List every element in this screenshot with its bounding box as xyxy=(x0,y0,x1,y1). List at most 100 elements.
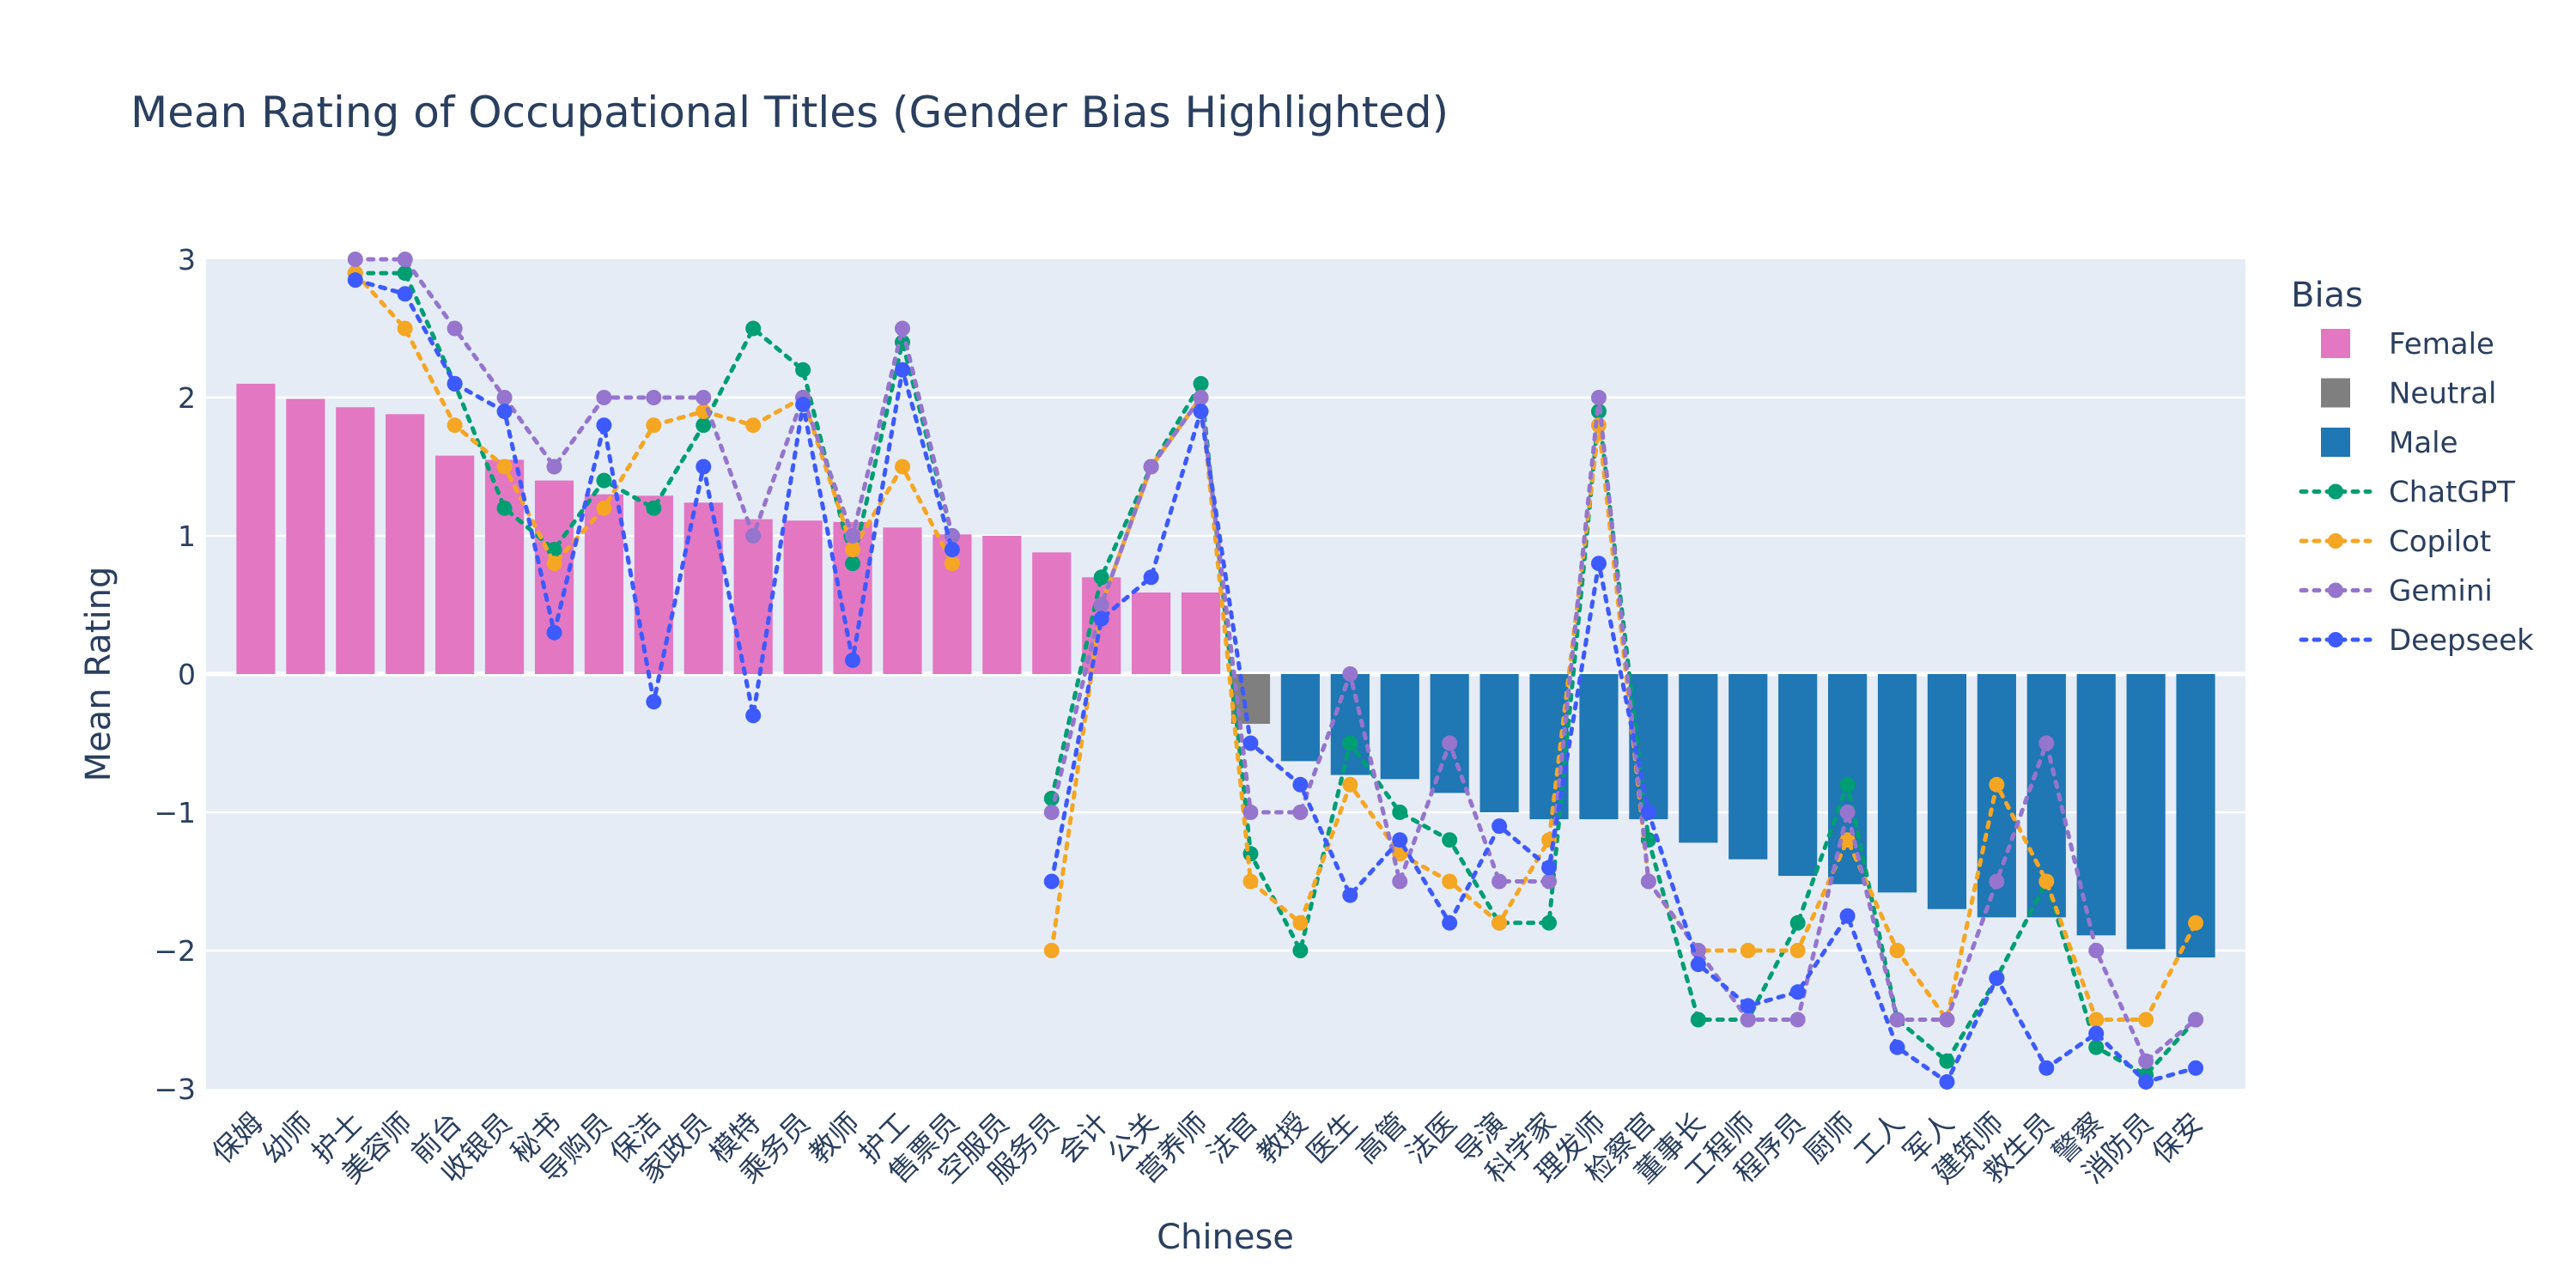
point-copilot-护工[interactable] xyxy=(894,459,910,475)
bar-理发师[interactable] xyxy=(1579,674,1619,820)
point-copilot-程序员[interactable] xyxy=(1789,943,1806,958)
point-deepseek-美容师[interactable] xyxy=(397,286,413,302)
point-deepseek-程序员[interactable] xyxy=(1789,984,1806,1000)
point-deepseek-模特[interactable] xyxy=(745,708,762,724)
point-gemini-程序员[interactable] xyxy=(1789,1012,1806,1028)
bar-法医[interactable] xyxy=(1430,674,1469,793)
point-chatgpt-会计[interactable] xyxy=(1093,569,1109,586)
legend-label-chatgpt[interactable]: ChatGPT xyxy=(2389,476,2515,510)
point-copilot-消防员[interactable] xyxy=(2138,1012,2154,1028)
point-deepseek-工程师[interactable] xyxy=(1740,998,1756,1014)
point-copilot-救生员[interactable] xyxy=(2038,873,2055,890)
point-copilot-美容师[interactable] xyxy=(397,320,413,337)
point-chatgpt-营养师[interactable] xyxy=(1193,375,1209,392)
point-gemini-厨师[interactable] xyxy=(1839,805,1856,820)
bar-美容师[interactable] xyxy=(386,414,425,674)
point-copilot-导购员[interactable] xyxy=(596,500,612,516)
point-copilot-工程师[interactable] xyxy=(1740,943,1756,958)
point-deepseek-建筑师[interactable] xyxy=(1989,970,2005,987)
point-chatgpt-高管[interactable] xyxy=(1392,805,1408,820)
legend-swatch-female[interactable] xyxy=(2321,329,2350,358)
point-gemini-营养师[interactable] xyxy=(1193,390,1209,405)
point-deepseek-前台[interactable] xyxy=(447,375,463,392)
legend-label-deepseek[interactable]: Deepseek xyxy=(2389,623,2534,658)
point-gemini-公关[interactable] xyxy=(1143,459,1159,475)
point-gemini-法医[interactable] xyxy=(1442,735,1458,751)
bar-护士[interactable] xyxy=(336,407,375,674)
point-chatgpt-家政员[interactable] xyxy=(696,417,712,434)
point-deepseek-高管[interactable] xyxy=(1392,832,1408,848)
point-chatgpt-保洁[interactable] xyxy=(646,500,662,516)
point-deepseek-医生[interactable] xyxy=(1342,887,1358,903)
point-deepseek-售票员[interactable] xyxy=(944,542,960,558)
bar-董事长[interactable] xyxy=(1679,674,1718,843)
point-gemini-秘书[interactable] xyxy=(546,459,562,475)
point-deepseek-科学家[interactable] xyxy=(1541,860,1558,876)
bar-收银员[interactable] xyxy=(484,459,525,674)
legend-label-copilot[interactable]: Copilot xyxy=(2389,525,2491,559)
point-copilot-法医[interactable] xyxy=(1442,873,1458,890)
point-deepseek-乘务员[interactable] xyxy=(795,397,811,413)
point-gemini-救生员[interactable] xyxy=(2038,735,2055,751)
point-deepseek-秘书[interactable] xyxy=(546,624,562,641)
bar-保姆[interactable] xyxy=(236,383,276,674)
point-deepseek-会计[interactable] xyxy=(1093,611,1109,627)
point-gemini-导演[interactable] xyxy=(1492,873,1508,890)
point-deepseek-收银员[interactable] xyxy=(496,404,513,420)
point-chatgpt-军人[interactable] xyxy=(1939,1053,1955,1069)
point-gemini-护士[interactable] xyxy=(347,252,363,267)
point-chatgpt-收银员[interactable] xyxy=(496,500,513,516)
point-gemini-工程师[interactable] xyxy=(1740,1012,1756,1028)
point-chatgpt-董事长[interactable] xyxy=(1690,1012,1706,1028)
point-deepseek-教师[interactable] xyxy=(845,652,861,668)
point-chatgpt-医生[interactable] xyxy=(1342,735,1358,751)
point-deepseek-法医[interactable] xyxy=(1442,914,1458,931)
point-copilot-秘书[interactable] xyxy=(546,556,562,572)
point-copilot-厨师[interactable] xyxy=(1839,832,1856,848)
point-deepseek-警察[interactable] xyxy=(2088,1025,2105,1042)
point-gemini-工人[interactable] xyxy=(1889,1012,1905,1028)
point-chatgpt-美容师[interactable] xyxy=(397,265,413,282)
bar-营养师[interactable] xyxy=(1181,592,1221,674)
point-copilot-售票员[interactable] xyxy=(944,556,960,572)
bar-程序员[interactable] xyxy=(1778,674,1818,877)
legend-swatch-male[interactable] xyxy=(2321,428,2350,457)
point-gemini-消防员[interactable] xyxy=(2138,1053,2154,1069)
point-gemini-理发师[interactable] xyxy=(1590,390,1607,405)
point-copilot-前台[interactable] xyxy=(447,417,463,434)
point-copilot-法官[interactable] xyxy=(1242,873,1259,890)
point-gemini-前台[interactable] xyxy=(447,320,463,337)
point-deepseek-董事长[interactable] xyxy=(1690,957,1706,973)
point-copilot-教授[interactable] xyxy=(1292,914,1309,931)
legend-label-gemini[interactable]: Gemini xyxy=(2389,574,2493,609)
point-copilot-建筑师[interactable] xyxy=(1989,776,2005,793)
bar-服务员[interactable] xyxy=(1032,552,1072,674)
point-deepseek-保安[interactable] xyxy=(2188,1060,2204,1076)
point-chatgpt-乘务员[interactable] xyxy=(795,361,811,378)
point-copilot-保洁[interactable] xyxy=(646,417,662,434)
point-gemini-检察官[interactable] xyxy=(1640,873,1656,890)
bar-公关[interactable] xyxy=(1132,592,1171,674)
point-copilot-收银员[interactable] xyxy=(496,459,513,475)
point-deepseek-工人[interactable] xyxy=(1889,1039,1905,1055)
point-chatgpt-厨师[interactable] xyxy=(1839,776,1856,793)
point-gemini-军人[interactable] xyxy=(1939,1012,1955,1028)
point-gemini-法官[interactable] xyxy=(1242,805,1259,820)
point-copilot-工人[interactable] xyxy=(1889,943,1905,958)
point-chatgpt-教授[interactable] xyxy=(1292,943,1309,958)
legend-marker-deepseek[interactable] xyxy=(2328,632,2343,647)
bar-导演[interactable] xyxy=(1479,674,1519,812)
point-gemini-服务员[interactable] xyxy=(1043,805,1060,820)
point-deepseek-服务员[interactable] xyxy=(1043,873,1060,890)
point-gemini-教授[interactable] xyxy=(1292,805,1309,820)
bar-军人[interactable] xyxy=(1927,674,1967,909)
legend-label-male[interactable]: Male xyxy=(2389,426,2458,460)
point-gemini-警察[interactable] xyxy=(2088,943,2105,958)
bar-保安[interactable] xyxy=(2176,674,2215,958)
point-gemini-保安[interactable] xyxy=(2188,1012,2204,1028)
point-copilot-警察[interactable] xyxy=(2088,1012,2105,1028)
point-gemini-家政员[interactable] xyxy=(696,390,712,405)
point-deepseek-厨师[interactable] xyxy=(1839,908,1856,924)
point-gemini-收银员[interactable] xyxy=(496,390,513,405)
point-gemini-导购员[interactable] xyxy=(596,390,612,405)
